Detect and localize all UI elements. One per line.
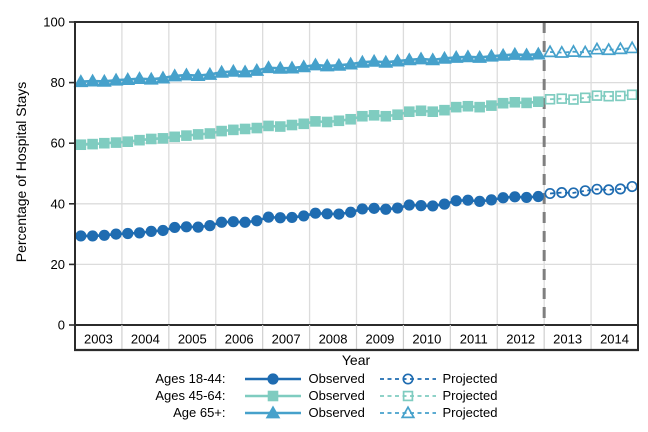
y-axis-ticks: 0 20 40 60 80 100	[43, 15, 75, 333]
legend-label: Ages 45-64:	[155, 388, 226, 403]
legend-observed-sample-icon	[244, 390, 301, 401]
legend: Ages 18-44: Observed Projected Ages 45-6…	[0, 370, 648, 421]
legend-observed-sample-icon	[244, 372, 301, 385]
svg-text:2004: 2004	[131, 332, 160, 347]
svg-text:100: 100	[43, 15, 65, 30]
svg-text:2009: 2009	[365, 332, 394, 347]
legend-row-ages-18-44: Ages 18-44: Observed Projected	[144, 370, 505, 387]
series-age-65--projected	[542, 40, 640, 58]
svg-text:2005: 2005	[178, 332, 207, 347]
legend-label: Ages 18-44:	[155, 371, 226, 386]
svg-text:2010: 2010	[412, 332, 441, 347]
legend-projected-sample-icon	[379, 372, 436, 385]
svg-text:2013: 2013	[553, 332, 582, 347]
svg-text:2008: 2008	[319, 332, 348, 347]
svg-text:20: 20	[51, 257, 65, 272]
legend-projected-text: Projected	[442, 388, 498, 403]
svg-text:2007: 2007	[272, 332, 301, 347]
svg-text:2003: 2003	[84, 332, 113, 347]
svg-text:60: 60	[51, 136, 65, 151]
legend-row-ages-45-64: Ages 45-64: Observed Projected	[144, 387, 505, 404]
svg-text:2012: 2012	[506, 332, 535, 347]
series-ages-45-64-projected	[544, 89, 638, 105]
legend-label: Age 65+:	[173, 405, 226, 420]
svg-text:0: 0	[58, 318, 65, 333]
legend-observed-sample-icon	[244, 404, 301, 418]
legend-projected-sample-icon	[379, 404, 436, 418]
legend-observed-text: Observed	[308, 388, 365, 403]
x-axis-title: Year	[341, 352, 371, 368]
legend-projected-text: Projected	[442, 405, 498, 420]
svg-text:40: 40	[51, 196, 65, 211]
x-axis-year-band: 2003 2004 2005 2006 2007 2008 2009 2010 2011 2012…	[74, 325, 639, 352]
legend-row-age-65-plus: Age 65+: Observed Projected	[144, 404, 505, 421]
legend-projected-text: Projected	[442, 371, 498, 386]
legend-observed-text: Observed	[308, 405, 365, 420]
series-age-65--observed	[73, 46, 546, 88]
svg-text:2006: 2006	[225, 332, 254, 347]
series-ages-18-44-observed	[75, 190, 544, 242]
legend-projected-sample-icon	[379, 390, 436, 401]
legend-observed-text: Observed	[308, 371, 365, 386]
series-ages-18-44-projected	[544, 180, 638, 200]
svg-text:2011: 2011	[460, 332, 488, 347]
series-ages-45-64-observed	[75, 96, 544, 151]
svg-text:2014: 2014	[600, 332, 629, 347]
svg-text:80: 80	[51, 75, 65, 90]
